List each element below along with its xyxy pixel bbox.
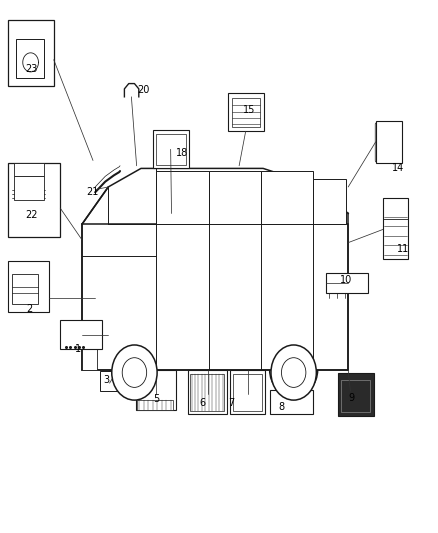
Circle shape xyxy=(281,358,305,387)
Text: 14: 14 xyxy=(391,164,403,173)
Text: 7: 7 xyxy=(228,398,234,408)
Bar xyxy=(325,273,367,293)
Bar xyxy=(12,274,39,304)
Bar xyxy=(231,98,259,127)
Bar xyxy=(337,373,373,416)
Bar xyxy=(82,224,347,370)
Bar xyxy=(230,370,265,414)
Bar xyxy=(153,130,188,168)
Circle shape xyxy=(122,358,146,387)
Bar xyxy=(190,374,224,411)
Text: 20: 20 xyxy=(137,85,149,95)
Bar xyxy=(14,163,44,176)
Circle shape xyxy=(112,345,157,400)
Text: 8: 8 xyxy=(278,402,284,412)
Bar xyxy=(382,198,407,259)
Circle shape xyxy=(270,345,316,400)
Bar xyxy=(375,120,401,163)
Bar xyxy=(260,171,313,224)
Bar xyxy=(8,163,60,237)
Bar xyxy=(135,370,176,410)
Bar xyxy=(137,400,173,410)
Text: 5: 5 xyxy=(153,394,159,404)
Text: 18: 18 xyxy=(176,148,188,158)
Text: 3: 3 xyxy=(103,375,109,385)
Bar xyxy=(340,381,370,413)
Text: 2: 2 xyxy=(27,304,33,314)
Bar xyxy=(60,319,102,349)
Bar xyxy=(208,171,260,224)
Text: 1: 1 xyxy=(74,344,81,354)
Text: 21: 21 xyxy=(86,187,98,197)
Bar xyxy=(313,179,345,224)
Text: 23: 23 xyxy=(25,64,37,74)
Bar xyxy=(156,134,185,165)
Bar xyxy=(8,261,49,312)
Text: 15: 15 xyxy=(242,105,255,115)
Bar xyxy=(187,370,227,414)
Text: 11: 11 xyxy=(396,244,408,254)
Bar xyxy=(82,338,97,370)
Text: 22: 22 xyxy=(25,209,37,220)
Text: 10: 10 xyxy=(339,274,351,285)
FancyBboxPatch shape xyxy=(374,123,401,162)
Bar xyxy=(14,176,44,200)
Bar xyxy=(269,390,313,414)
Bar xyxy=(228,93,263,131)
Text: 6: 6 xyxy=(198,398,205,408)
Bar xyxy=(232,374,261,411)
Bar xyxy=(99,371,119,391)
Bar xyxy=(8,20,53,86)
Text: 9: 9 xyxy=(348,393,354,403)
Bar xyxy=(156,171,208,224)
Bar xyxy=(16,38,44,78)
